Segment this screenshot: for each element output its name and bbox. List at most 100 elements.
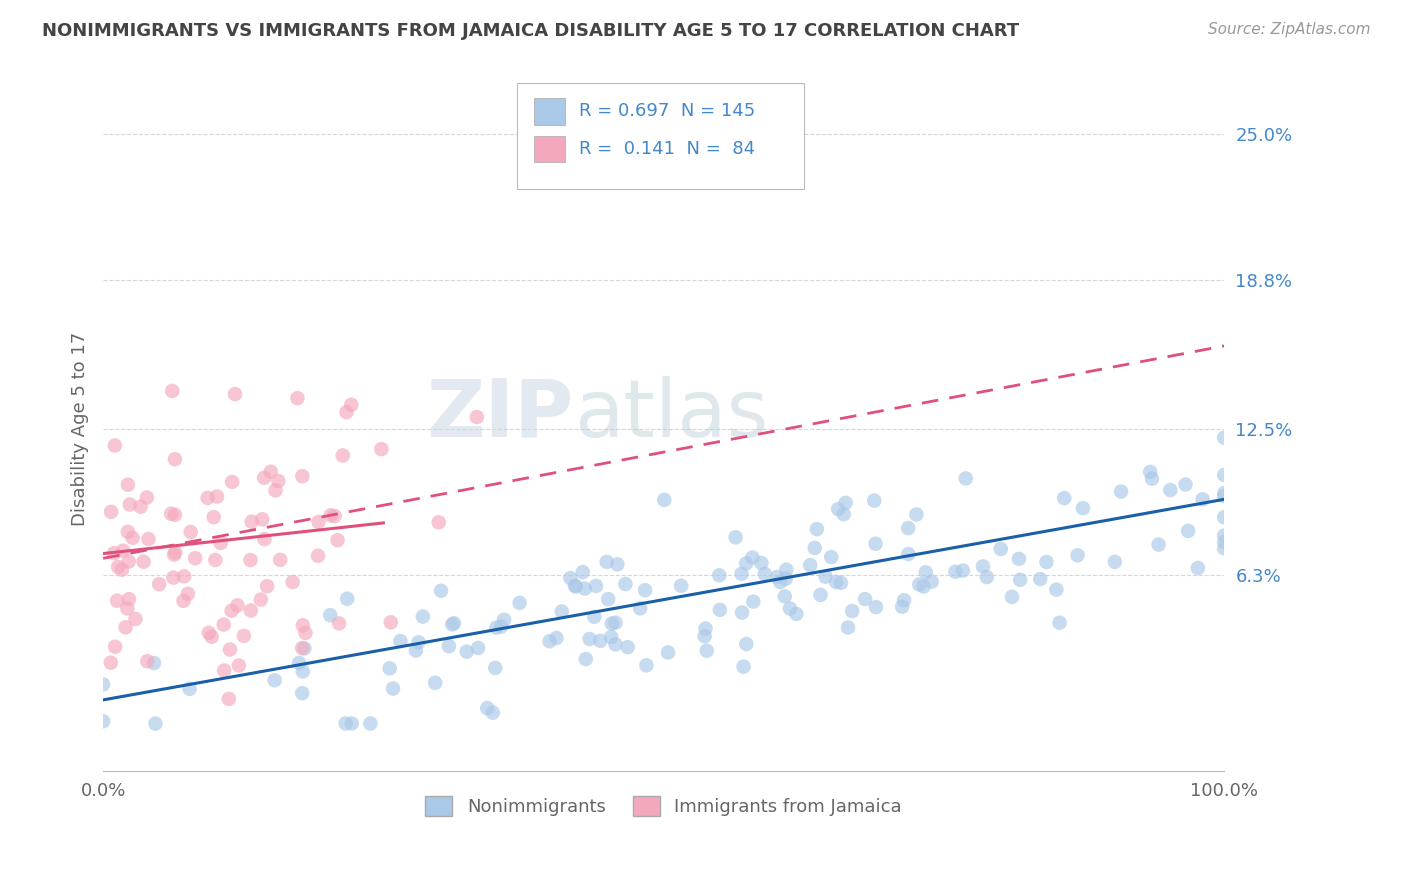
Point — [546, 631, 568, 645]
Point — [1010, 573, 1032, 587]
Point — [976, 570, 998, 584]
Point — [865, 537, 887, 551]
Point — [1191, 492, 1213, 507]
Point — [136, 654, 159, 668]
Point — [616, 640, 638, 655]
Point — [477, 701, 499, 715]
Point — [228, 658, 250, 673]
Point — [239, 603, 262, 617]
Point — [425, 675, 447, 690]
Point — [380, 615, 402, 630]
Point — [905, 508, 928, 522]
Point — [160, 507, 183, 521]
Point — [1147, 538, 1170, 552]
Point — [827, 502, 849, 516]
Point — [1213, 489, 1236, 503]
Point — [118, 592, 141, 607]
Point — [226, 599, 249, 613]
Point — [205, 490, 228, 504]
Text: NONIMMIGRANTS VS IMMIGRANTS FROM JAMAICA DISABILITY AGE 5 TO 17 CORRELATION CHAR: NONIMMIGRANTS VS IMMIGRANTS FROM JAMAICA… — [42, 22, 1019, 40]
Text: Source: ZipAtlas.com: Source: ZipAtlas.com — [1208, 22, 1371, 37]
Point — [239, 553, 262, 567]
Point — [260, 465, 283, 479]
Point — [952, 564, 974, 578]
Point — [264, 483, 287, 498]
Point — [589, 633, 612, 648]
Point — [148, 577, 170, 591]
Point — [669, 579, 692, 593]
Point — [253, 532, 276, 546]
Point — [143, 656, 166, 670]
Point — [494, 613, 516, 627]
Point — [335, 716, 357, 731]
Point — [180, 524, 202, 539]
Point — [412, 609, 434, 624]
Text: ZIP: ZIP — [427, 376, 574, 454]
Point — [891, 599, 914, 614]
Point — [1213, 467, 1236, 482]
Point — [564, 579, 586, 593]
Point — [294, 626, 316, 640]
Point — [724, 530, 747, 544]
Point — [484, 661, 506, 675]
Point — [583, 609, 606, 624]
Point — [135, 491, 157, 505]
Point — [1053, 491, 1076, 505]
Point — [202, 510, 225, 524]
Point — [319, 608, 342, 623]
Point — [596, 555, 619, 569]
Point — [574, 582, 596, 596]
Point — [100, 656, 122, 670]
Point — [803, 541, 825, 555]
Point — [605, 615, 627, 630]
Point — [291, 686, 314, 700]
Point — [378, 661, 401, 675]
Point — [731, 606, 754, 620]
Point — [117, 524, 139, 539]
Point — [1177, 524, 1199, 538]
Point — [179, 681, 201, 696]
Point — [693, 629, 716, 643]
Point — [291, 618, 314, 632]
Point — [735, 557, 758, 571]
Point — [405, 643, 427, 657]
Point — [269, 553, 291, 567]
Point — [138, 532, 160, 546]
Point — [775, 572, 797, 586]
Point — [291, 665, 314, 679]
Point — [111, 563, 134, 577]
Point — [1066, 549, 1088, 563]
Point — [1139, 465, 1161, 479]
Point — [730, 566, 752, 581]
Point — [427, 516, 450, 530]
Point — [1045, 582, 1067, 597]
Point — [319, 508, 342, 523]
Point — [184, 551, 207, 566]
Point — [328, 616, 350, 631]
Point — [741, 550, 763, 565]
Point — [820, 550, 842, 565]
Point — [551, 605, 574, 619]
Point — [575, 652, 598, 666]
Point — [832, 507, 855, 521]
Point — [91, 677, 114, 691]
Point — [212, 617, 235, 632]
Point — [834, 496, 856, 510]
Point — [389, 634, 412, 648]
Point — [198, 625, 221, 640]
Point — [1071, 501, 1094, 516]
Point — [841, 604, 863, 618]
Point — [456, 645, 478, 659]
Point — [943, 565, 966, 579]
Point — [332, 449, 354, 463]
Point — [806, 522, 828, 536]
Point — [742, 594, 765, 608]
Point — [121, 531, 143, 545]
Point — [733, 659, 755, 673]
Point — [912, 579, 935, 593]
Text: atlas: atlas — [574, 376, 768, 454]
Point — [323, 509, 346, 524]
Point — [863, 493, 886, 508]
Point — [614, 577, 637, 591]
Point — [132, 555, 155, 569]
